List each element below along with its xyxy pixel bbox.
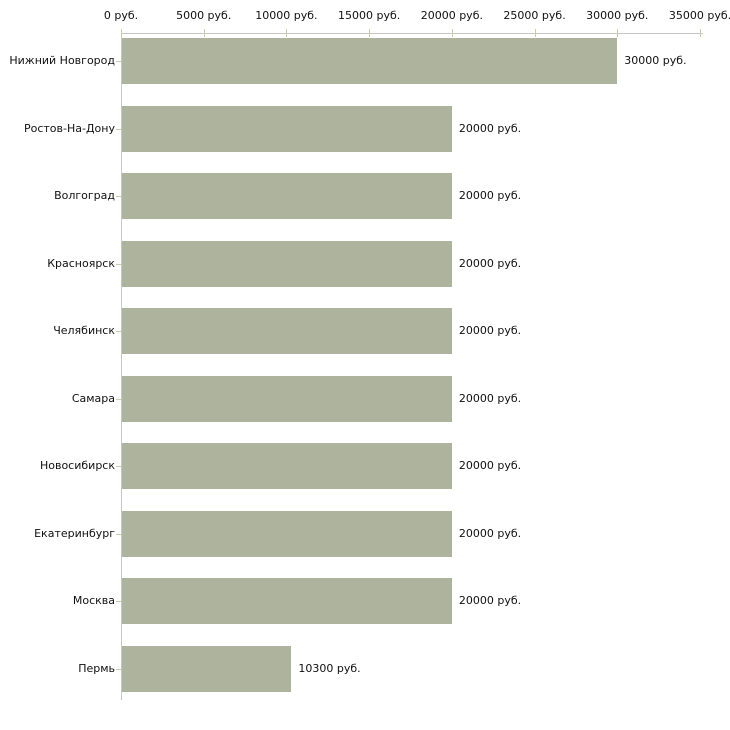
category-label: Ростов-На-Дону	[23, 121, 115, 135]
x-axis-tick	[286, 29, 288, 37]
bar	[122, 443, 452, 489]
y-axis-tick	[116, 129, 121, 130]
category-label: Екатеринбург	[34, 526, 115, 540]
x-axis-tick-label: 15000 руб.	[338, 9, 401, 22]
y-axis-tick	[116, 61, 121, 62]
bar	[122, 308, 452, 354]
category-label: Новосибирск	[39, 459, 115, 472]
bar-value-label: 20000 руб.	[458, 459, 522, 472]
y-axis-tick	[116, 264, 121, 265]
x-axis-tick	[203, 29, 205, 37]
x-axis-tick	[534, 29, 536, 37]
y-axis-tick	[116, 466, 121, 467]
x-axis-tick-label: 5000 руб.	[176, 9, 232, 22]
bar-value-label: 20000 руб.	[458, 324, 522, 337]
x-axis-tick-label: 10000 руб.	[255, 9, 318, 22]
x-axis-tick-label: 0 руб.	[103, 9, 139, 22]
bar-value-label: 20000 руб.	[458, 594, 522, 607]
category-label: Самара	[71, 391, 115, 405]
bar	[122, 105, 452, 152]
category-label: Москва	[72, 594, 115, 607]
bar	[122, 375, 452, 422]
y-axis-tick	[116, 601, 121, 602]
bar-value-label: 30000 руб.	[624, 54, 687, 67]
category-label: Волгоград	[54, 189, 115, 202]
x-axis-tick	[700, 29, 701, 37]
y-axis-tick	[116, 331, 121, 332]
x-axis-tick-label: 25000 руб.	[503, 9, 566, 22]
bar-value-label: 20000 руб.	[458, 391, 522, 405]
x-axis-tick-label: 20000 руб.	[420, 9, 483, 22]
bar	[122, 38, 618, 84]
y-axis-tick	[116, 669, 121, 670]
bar	[122, 645, 292, 692]
bar-value-label: 20000 руб.	[458, 256, 522, 270]
category-label: Пермь	[78, 661, 115, 675]
bar	[122, 173, 452, 219]
y-axis-tick	[116, 534, 121, 535]
x-axis-tick	[451, 29, 453, 37]
bar	[122, 510, 452, 557]
bar	[122, 240, 452, 287]
x-axis-line	[121, 33, 703, 34]
x-axis-tick-label: 35000 руб.	[668, 9, 730, 22]
bar-value-label: 20000 руб.	[458, 189, 522, 202]
category-label: Челябинск	[53, 324, 115, 337]
x-axis-tick	[121, 29, 122, 37]
bar-value-label: 10300 руб.	[298, 661, 361, 675]
y-axis-line	[121, 33, 122, 700]
category-label: Нижний Новгород	[9, 54, 115, 67]
x-axis-tick	[617, 29, 619, 37]
x-axis-tick	[369, 29, 371, 37]
bar-value-label: 20000 руб.	[458, 121, 522, 135]
y-axis-tick	[116, 196, 121, 197]
category-label: Красноярск	[47, 256, 115, 270]
y-axis-tick	[116, 399, 121, 400]
x-axis-tick-label: 30000 руб.	[586, 9, 649, 22]
bar	[122, 578, 452, 624]
bar-value-label: 20000 руб.	[458, 526, 522, 540]
